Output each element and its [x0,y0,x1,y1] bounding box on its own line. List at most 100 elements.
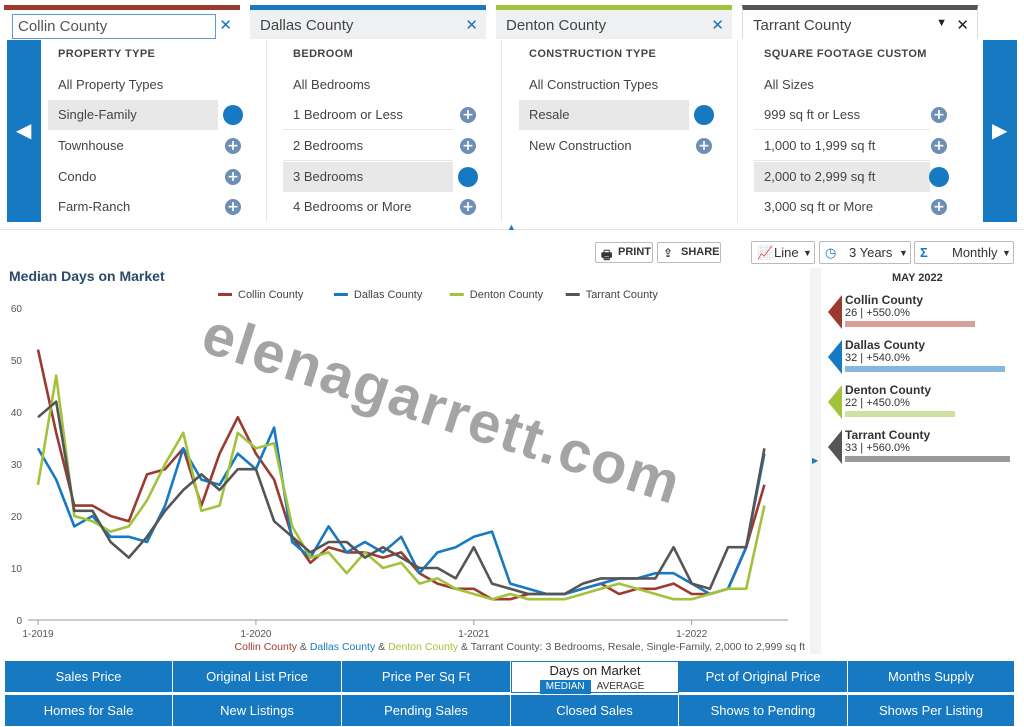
metric-button-closed-sales[interactable]: Closed Sales [511,695,679,727]
metric-button-shows-to-pending[interactable]: Shows to Pending [679,695,848,727]
plus-icon[interactable]: + [696,138,712,154]
filter-option[interactable]: Condo [48,162,218,192]
filter-option[interactable]: 999 sq ft or Less [754,100,930,130]
metric-button-price-per-sq-ft[interactable]: Price Per Sq Ft [342,661,511,693]
filter-option-all[interactable]: All Property Types [48,70,248,100]
filter-option[interactable]: 2 Bedrooms [283,131,453,161]
custom-link[interactable]: CUSTOM [877,48,927,60]
tab-tarrant-county[interactable]: Tarrant County ▼ ✕ [742,5,978,39]
tab-label: Collin County [18,18,108,35]
series-line-tarrant-county [37,400,766,596]
legend-item[interactable]: Collin County 26 | +550.0% [828,293,1018,333]
metric-button-sales-price[interactable]: Sales Price [5,661,173,693]
option-label: 3,000 sq ft or More [764,199,874,214]
chevron-right-icon: ▶ [812,456,819,465]
chevron-down-icon: ▼ [1002,248,1011,258]
plus-icon[interactable]: + [460,199,476,215]
filter-title: SQUARE FOOTAGE [764,48,874,60]
tab-dallas-county[interactable]: Dallas County ✕ [250,5,486,39]
metric-label: Days on Market [549,663,641,678]
filter-option-all[interactable]: All Sizes [754,70,954,100]
collapse-filters-button[interactable]: ▲ [503,222,523,234]
tab-label: Denton County [506,17,607,34]
filter-option[interactable]: 3 Bedrooms [283,162,453,192]
plus-icon[interactable]: + [931,199,947,215]
interval-dropdown[interactable]: Σ Monthly ▼ [914,241,1014,264]
interval-value: Monthly [952,245,998,260]
filter-option[interactable]: 3,000 sq ft or More [754,192,930,222]
plus-icon[interactable]: + [931,138,947,154]
option-label: Farm-Ranch [58,199,131,214]
plus-icon[interactable]: + [460,107,476,123]
option-label: 1 Bedroom or Less [293,107,403,122]
print-button[interactable]: 🖶 PRINT [595,242,653,263]
filter-option[interactable]: 4 Bedrooms or More [283,192,453,222]
option-label: Resale [529,107,570,122]
filter-option[interactable]: 1 Bedroom or Less [283,100,453,130]
selected-dot-icon[interactable] [929,167,949,187]
legend-label: Denton County [470,289,544,301]
metric-button-months-supply[interactable]: Months Supply [848,661,1015,693]
option-label: Townhouse [58,138,124,153]
legend-item[interactable]: Denton County 22 | +450.0% [828,383,1018,423]
plus-icon[interactable]: + [460,138,476,154]
plus-icon[interactable]: + [225,138,241,154]
filter-option-all[interactable]: All Bedrooms [283,70,483,100]
filter-option[interactable]: Resale [519,100,689,130]
filter-option[interactable]: 2,000 to 2,999 sq ft [754,162,930,192]
close-icon[interactable]: ✕ [711,17,724,34]
legend-label: Tarrant County [586,289,659,301]
legend-toggle[interactable]: ▶ [810,268,821,654]
line-chart-icon: 📈 [757,245,774,260]
legend-item[interactable]: Dallas County 32 | +540.0% [828,338,1018,378]
option-label: New Construction [529,138,632,153]
plus-icon[interactable]: + [225,169,241,185]
selected-dot-icon[interactable] [458,167,478,187]
y-tick-label: 40 [11,408,23,419]
plus-icon[interactable]: + [225,199,241,215]
legend-label: Dallas County [354,289,423,301]
property-type-filter: PROPERTY TYPE All Property Types Single-… [48,40,258,222]
chevron-down-icon[interactable]: ▼ [936,17,947,29]
scroll-left-button[interactable]: ◀ [7,40,41,222]
plus-icon[interactable]: + [931,107,947,123]
close-icon[interactable]: ✕ [219,17,232,34]
filter-option[interactable]: 1,000 to 1,999 sq ft [754,131,930,161]
metric-button-pct-of-original-price[interactable]: Pct of Original Price [679,661,848,693]
tab-collin-county[interactable]: Collin County ✕ [4,5,240,39]
share-button[interactable]: ⇪ SHARE [657,242,721,263]
average-toggle[interactable]: AVERAGE [596,681,645,692]
filter-option[interactable]: Farm-Ranch [48,192,218,222]
filter-option[interactable]: New Construction [519,131,689,161]
close-icon[interactable]: ✕ [465,17,478,34]
metric-button-pending-sales[interactable]: Pending Sales [342,695,511,727]
footnote-amp: & [375,641,388,653]
scroll-right-button[interactable]: ▶ [983,40,1017,222]
chart-type-dropdown[interactable]: 📈 Line ▼ [751,241,815,264]
county-search-input[interactable]: Collin County [12,14,216,39]
metric-button-shows-per-listing[interactable]: Shows Per Listing [848,695,1015,727]
legend-value: 22 | +450.0% [845,397,910,409]
filter-option[interactable]: Single-Family [48,100,218,130]
median-toggle[interactable]: MEDIAN [539,680,591,694]
filter-option[interactable]: Townhouse [48,131,218,161]
metric-button-days-on-market[interactable]: Days on Market MEDIAN AVERAGE [511,661,679,694]
legend-bar [845,411,955,417]
metric-button-homes-for-sale[interactable]: Homes for Sale [5,695,173,727]
legend-county-name: Tarrant County [845,428,931,442]
close-icon[interactable]: ✕ [956,17,969,34]
legend-item[interactable]: Tarrant County 33 | +560.0% [828,428,1018,468]
filter-option-all[interactable]: All Construction Types [519,70,719,100]
selected-dot-icon[interactable] [223,105,243,125]
period-dropdown[interactable]: ◷ 3 Years ▼ [819,241,911,264]
footnote-county: Collin County [235,641,298,653]
tab-denton-county[interactable]: Denton County ✕ [496,5,732,39]
legend-bar [845,366,1005,372]
option-label: All Bedrooms [293,77,371,92]
chevron-down-icon: ▼ [803,248,812,258]
x-tick-label: 1-2019 [22,629,54,640]
metric-button-original-list-price[interactable]: Original List Price [173,661,342,693]
option-label: 1,000 to 1,999 sq ft [764,138,876,153]
selected-dot-icon[interactable] [694,105,714,125]
metric-button-new-listings[interactable]: New Listings [173,695,342,727]
